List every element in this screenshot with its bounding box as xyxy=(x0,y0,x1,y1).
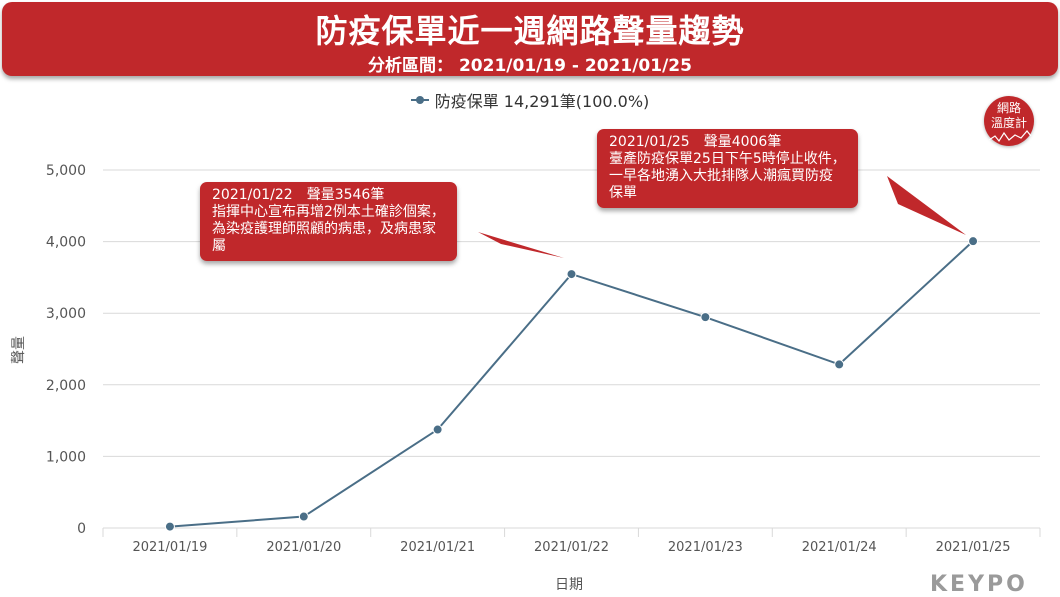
callout-pointer xyxy=(887,176,966,235)
callout-line: 2021/01/25 聲量4006筆 xyxy=(609,134,782,150)
data-point xyxy=(834,359,845,370)
title-banner: 防疫保單近一週網路聲量趨勢 分析區間： 2021/01/19 - 2021/01… xyxy=(2,2,1058,76)
y-axis-title: 聲量 xyxy=(10,336,27,364)
callout-line: 臺產防疫保單25日下午5時停止收件， xyxy=(609,151,846,167)
callout-line: 屬 xyxy=(212,238,226,254)
x-tick-label: 2021/01/22 xyxy=(534,540,609,555)
badge-wave-icon xyxy=(988,130,1032,143)
annotation-callout-0125: 2021/01/25 聲量4006筆 臺產防疫保單25日下午5時停止收件， 一早… xyxy=(597,129,858,208)
x-tick-label: 2021/01/24 xyxy=(802,540,877,555)
keypo-logo: KEYPO xyxy=(930,572,1028,597)
legend-marker-icon xyxy=(410,96,429,104)
x-tick-label: 2021/01/25 xyxy=(936,540,1011,555)
callout-line: 一早各地湧入大批排隊人潮瘋買防疫 xyxy=(609,168,833,184)
callout-line: 指揮中心宣布再增2例本土確診個案， xyxy=(212,204,445,220)
x-tick-label: 2021/01/20 xyxy=(266,540,341,555)
callout-line: 2021/01/22 聲量3546筆 xyxy=(212,187,385,203)
badge-line-1: 網路 xyxy=(996,101,1021,115)
callout-pointer xyxy=(478,232,564,258)
chart-title: 防疫保單近一週網路聲量趨勢 xyxy=(315,12,745,50)
badge-line-2: 溫度計 xyxy=(990,116,1027,130)
date-range-subtitle: 分析區間： 2021/01/19 - 2021/01/25 xyxy=(368,56,692,76)
legend[interactable]: 防疫保單 14,291筆(100.0%) xyxy=(0,88,1060,112)
data-point xyxy=(432,424,443,435)
y-tick-label: 0 xyxy=(77,521,86,537)
y-tick-label: 2,000 xyxy=(46,378,86,394)
data-point xyxy=(298,511,309,522)
data-point xyxy=(700,312,711,323)
data-point xyxy=(566,269,577,280)
x-tick-label: 2021/01/19 xyxy=(132,540,207,555)
callout-line: 為染疫護理師照顧的病患，及病患家 xyxy=(212,221,436,237)
x-tick-label: 2021/01/23 xyxy=(668,540,743,555)
y-tick-label: 5,000 xyxy=(46,163,86,179)
y-tick-label: 3,000 xyxy=(46,306,86,322)
y-tick-label: 4,000 xyxy=(46,235,86,251)
legend-label: 防疫保單 14,291筆(100.0%) xyxy=(434,92,650,111)
callout-line: 保單 xyxy=(609,185,637,201)
y-tick-label: 1,000 xyxy=(46,449,86,465)
x-tick-label: 2021/01/21 xyxy=(400,540,475,555)
series-line xyxy=(169,240,974,528)
annotation-callout-0122: 2021/01/22 聲量3546筆 指揮中心宣布再增2例本土確診個案， 為染疫… xyxy=(200,182,457,261)
data-point xyxy=(968,236,979,247)
data-point xyxy=(164,521,175,532)
x-axis-title: 日期 xyxy=(555,577,583,593)
